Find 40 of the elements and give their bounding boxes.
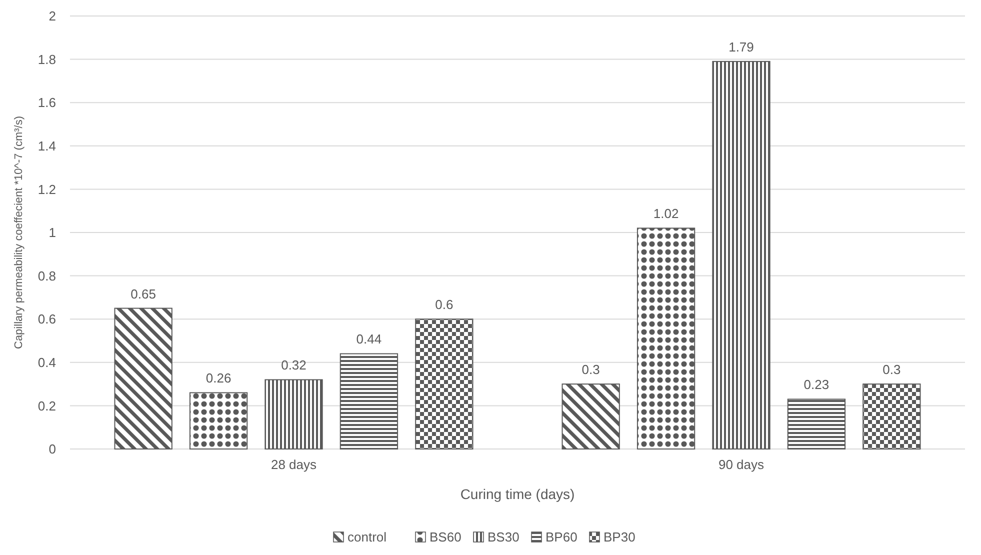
y-axis-title: Capillary permeability coeffecient *10^-7 (cm³/s): [13, 116, 25, 349]
bar: [114, 308, 172, 450]
data-label: 0.26: [206, 370, 232, 386]
y-tick-label: 0.2: [38, 398, 56, 414]
bar: [712, 60, 770, 450]
bar: [562, 384, 620, 450]
y-tick-label: 1.4: [38, 138, 56, 154]
data-label: 1.79: [728, 39, 754, 54]
y-tick-label: 1.8: [38, 52, 56, 67]
bar: [189, 392, 248, 450]
legend-label: BP30: [604, 530, 636, 545]
bar: [787, 398, 846, 450]
y-tick-label: 0.8: [38, 268, 56, 284]
y-tick-label: 2: [48, 8, 56, 24]
data-label: 0.44: [356, 332, 382, 347]
bar: [264, 379, 323, 450]
data-label: 0.3: [882, 362, 901, 378]
data-label: 0.32: [281, 358, 306, 373]
data-label: 0.6: [435, 297, 454, 312]
bar: [340, 353, 398, 450]
legend-label: control: [348, 530, 387, 545]
legend-label: BS60: [430, 530, 462, 545]
data-label: 1.02: [653, 206, 679, 222]
y-tick-label: 1: [48, 225, 56, 240]
data-label: 0.3: [582, 362, 600, 378]
y-tick-label: 0.6: [38, 312, 56, 327]
legend-label: BP60: [546, 530, 578, 545]
y-tick-label: 1.6: [38, 95, 56, 110]
x-tick-label: 28 days: [270, 457, 318, 472]
y-tick-label: 0.4: [38, 354, 56, 370]
bar: [862, 384, 921, 450]
x-tick-label: 90 days: [718, 457, 765, 472]
y-tick-label: 0: [48, 442, 56, 457]
y-tick-label: 1.2: [38, 182, 56, 197]
data-label: 0.65: [130, 286, 156, 302]
data-label: 0.23: [804, 377, 830, 392]
bar: [636, 228, 696, 450]
x-axis-title: Curing time (days): [460, 486, 575, 502]
bar: [415, 318, 474, 450]
legend-label: BS30: [488, 530, 520, 545]
